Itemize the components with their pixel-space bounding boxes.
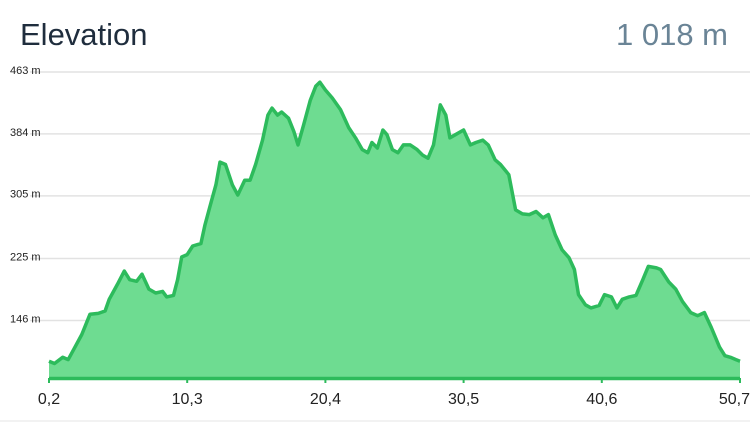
x-tick-label: 20,4 (310, 391, 341, 408)
y-tick-label: 225 m (10, 251, 41, 263)
y-tick-label: 305 m (10, 189, 41, 201)
x-tick-label: 40,6 (586, 391, 617, 408)
x-tick-label: 50,7 (719, 391, 750, 408)
total-elevation: 1 018 m (616, 17, 728, 52)
x-tick-label: 10,3 (172, 391, 203, 408)
y-tick-label: 146 m (10, 313, 41, 325)
y-tick-label: 463 m (10, 65, 41, 77)
x-tick-label: 30,5 (448, 391, 479, 408)
x-tick-label: 0,2 (38, 391, 60, 408)
area-fill (49, 82, 740, 378)
y-tick-label: 384 m (10, 127, 41, 139)
chart-title: Elevation (20, 17, 148, 52)
area-line (48, 80, 741, 366)
